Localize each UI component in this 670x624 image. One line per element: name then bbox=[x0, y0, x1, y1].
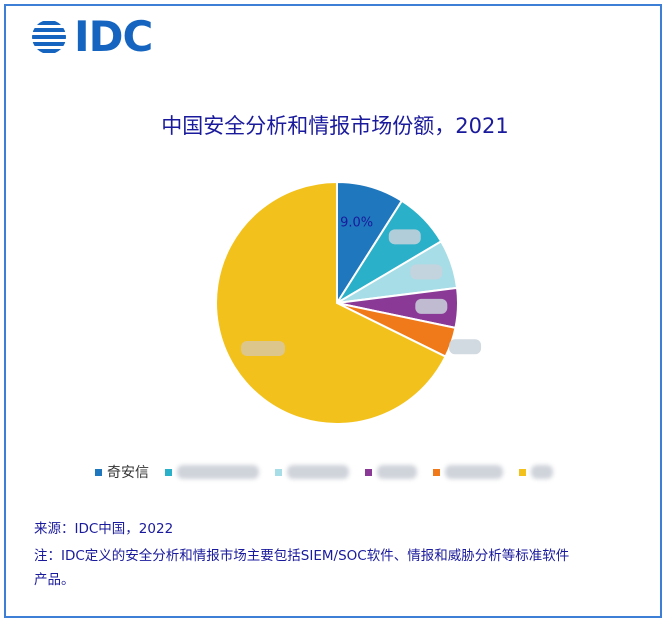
obscured-slice-label bbox=[241, 340, 286, 356]
obscured-slice-label bbox=[415, 298, 448, 314]
legend-item bbox=[275, 465, 349, 479]
chart-legend: 奇安信 bbox=[95, 462, 569, 482]
pie-slice bbox=[215, 180, 447, 425]
obscured-legend-label bbox=[177, 465, 259, 479]
legend-swatch bbox=[433, 468, 440, 476]
legend-item bbox=[365, 465, 417, 479]
obscured-slice-label bbox=[388, 229, 421, 245]
legend-item: 奇安信 bbox=[95, 462, 149, 482]
footnote-line-1: 注：IDC定义的安全分析和情报市场主要包括SIEM/SOC软件、情报和威胁分析等… bbox=[34, 548, 570, 564]
source-note: 来源：IDC中国，2022 bbox=[34, 521, 174, 537]
legend-item bbox=[519, 465, 553, 479]
legend-swatch bbox=[95, 468, 102, 476]
chart-title: 中国安全分析和情报市场份额，2021 bbox=[161, 114, 509, 138]
obscured-legend-label bbox=[445, 465, 503, 479]
obscured-legend-label bbox=[377, 465, 417, 479]
slice-label: 9.0% bbox=[340, 216, 373, 231]
obscured-legend-label bbox=[287, 465, 349, 479]
legend-item bbox=[165, 465, 259, 479]
legend-swatch bbox=[275, 468, 282, 476]
legend-item bbox=[433, 465, 503, 479]
footnote-line-2: 产品。 bbox=[34, 572, 75, 588]
legend-swatch bbox=[365, 468, 372, 476]
idc-logo: IDC bbox=[30, 12, 153, 61]
obscured-legend-label bbox=[531, 465, 553, 479]
obscured-slice-label bbox=[449, 339, 482, 355]
legend-swatch bbox=[519, 468, 526, 476]
logo-text: IDC bbox=[74, 12, 153, 61]
obscured-slice-label bbox=[410, 264, 443, 280]
legend-swatch bbox=[165, 468, 172, 476]
globe-icon bbox=[32, 21, 66, 53]
legend-label: 奇安信 bbox=[107, 465, 149, 481]
